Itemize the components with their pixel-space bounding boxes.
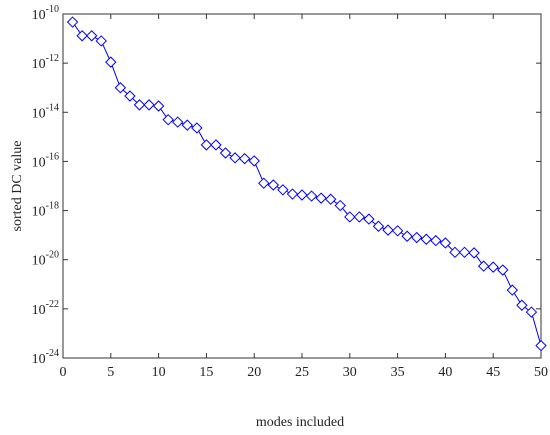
marker <box>85 30 98 42</box>
x-tick-label: 5 <box>107 365 114 380</box>
y-tick-label: 10-18 <box>32 201 59 220</box>
marker <box>439 237 452 249</box>
y-tick-label: 10-20 <box>32 250 59 269</box>
x-axis-label: modes included <box>256 415 344 430</box>
y-tick-exponent: -16 <box>46 152 59 163</box>
marker <box>286 188 299 200</box>
y-tick-base: 10 <box>32 352 46 367</box>
marker <box>420 233 432 245</box>
marker <box>449 246 461 259</box>
marker <box>143 99 155 111</box>
marker <box>363 213 375 225</box>
y-tick-label: 10-14 <box>32 103 59 122</box>
y-tick-base: 10 <box>32 156 46 171</box>
marker <box>133 99 146 111</box>
y-tick-exponent: -12 <box>46 53 59 64</box>
x-tick-label: 30 <box>343 365 357 380</box>
marker <box>105 56 117 68</box>
marker <box>114 82 127 94</box>
y-tick-base: 10 <box>32 303 46 318</box>
marker <box>200 139 213 151</box>
y-tick-label: 10-24 <box>32 348 59 367</box>
marker <box>305 190 318 202</box>
marker <box>229 152 241 164</box>
marker <box>248 155 260 167</box>
marker <box>95 35 107 47</box>
marker <box>277 184 289 196</box>
marker <box>411 231 423 244</box>
marker <box>172 116 184 128</box>
marker <box>210 139 222 151</box>
marker <box>267 179 280 191</box>
x-tick-label: 25 <box>295 365 309 380</box>
marker <box>324 193 337 205</box>
marker <box>487 261 499 273</box>
marker <box>401 230 413 242</box>
y-tick-label: 10-12 <box>32 53 59 72</box>
marker <box>497 264 509 276</box>
marker <box>458 246 471 259</box>
marker <box>477 260 490 272</box>
marker <box>535 339 547 352</box>
y-tick-exponent: -22 <box>46 299 59 310</box>
x-tick-label: 15 <box>199 365 213 380</box>
y-tick-base: 10 <box>32 107 46 122</box>
marker <box>315 192 327 204</box>
marker <box>525 306 538 318</box>
y-tick-base: 10 <box>32 57 46 72</box>
marker <box>219 147 232 159</box>
marker <box>76 30 88 42</box>
marker <box>258 177 270 189</box>
y-tick-exponent: -18 <box>46 201 59 212</box>
marker <box>353 211 366 223</box>
y-tick-base: 10 <box>32 205 46 220</box>
y-tick-label: 10-10 <box>32 4 59 23</box>
y-tick-exponent: -14 <box>46 103 59 114</box>
y-tick-label: 10-22 <box>32 299 59 318</box>
y-tick-exponent: -20 <box>46 250 59 261</box>
marker <box>152 100 165 112</box>
y-tick-exponent: -24 <box>46 348 59 359</box>
marker <box>430 234 442 247</box>
marker <box>162 113 174 126</box>
marker <box>238 152 251 165</box>
y-tick-base: 10 <box>32 8 46 23</box>
y-axis-label: sorted DC value <box>10 141 25 232</box>
y-tick-label: 10-16 <box>32 152 59 171</box>
x-tick-label: 45 <box>486 365 500 380</box>
x-tick-label: 50 <box>534 365 548 380</box>
plot-frame <box>62 13 542 359</box>
marker <box>516 299 528 311</box>
marker <box>391 225 404 237</box>
marker <box>372 220 385 232</box>
marker <box>334 199 346 212</box>
marker <box>66 16 79 28</box>
marker <box>382 224 394 236</box>
marker <box>124 90 136 102</box>
y-tick-exponent: -10 <box>46 4 59 15</box>
series-line <box>72 21 542 346</box>
x-tick-label: 20 <box>247 365 261 380</box>
y-tick-base: 10 <box>32 254 46 269</box>
x-tick-label: 40 <box>438 365 452 380</box>
x-tick-label: 35 <box>391 365 405 380</box>
marker <box>181 119 193 131</box>
marker <box>344 211 356 223</box>
x-tick-label: 0 <box>60 365 67 380</box>
marker <box>468 247 480 259</box>
marker <box>296 189 308 201</box>
x-tick-label: 10 <box>152 365 166 380</box>
marker <box>191 122 203 134</box>
marker <box>506 284 519 296</box>
